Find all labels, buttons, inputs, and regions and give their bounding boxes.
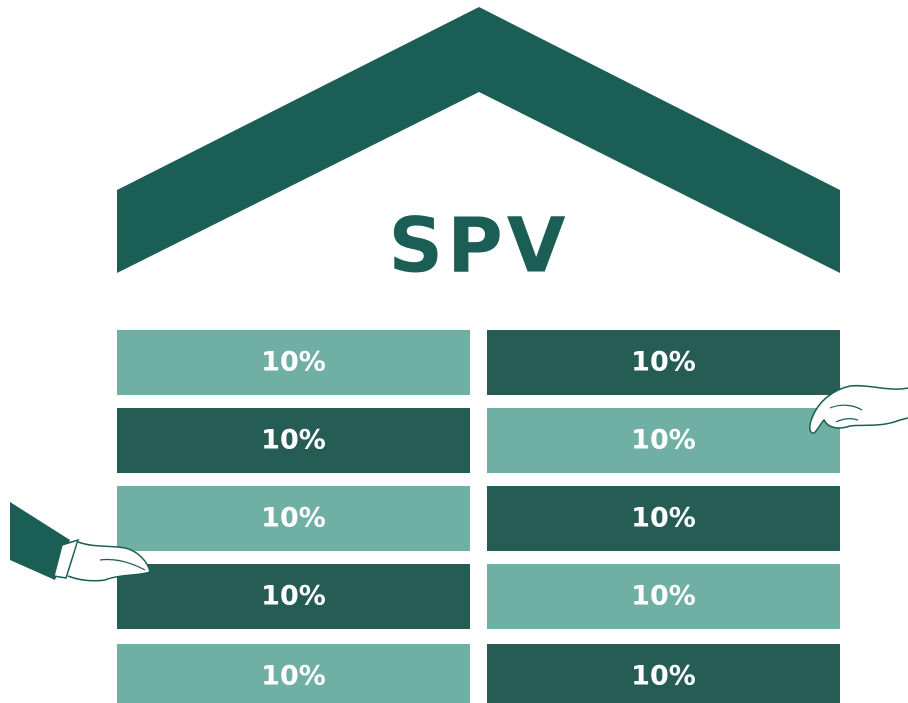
block-label: 10%	[261, 425, 326, 456]
block-label: 10%	[631, 661, 696, 692]
block-label: 10%	[261, 581, 326, 612]
title: SPV	[388, 201, 569, 290]
block-label: 10%	[261, 347, 326, 378]
diagram: SPV 10% 10% 10% 10% 10% 10% 10% 10% 10% 10%	[0, 0, 908, 703]
blocks: 10% 10% 10% 10% 10% 10% 10% 10% 10% 10%	[117, 330, 840, 703]
block-label: 10%	[261, 661, 326, 692]
block-label: 10%	[261, 503, 326, 534]
block-label: 10%	[631, 503, 696, 534]
block-label: 10%	[631, 581, 696, 612]
block-label: 10%	[631, 425, 696, 456]
block-label: 10%	[631, 347, 696, 378]
